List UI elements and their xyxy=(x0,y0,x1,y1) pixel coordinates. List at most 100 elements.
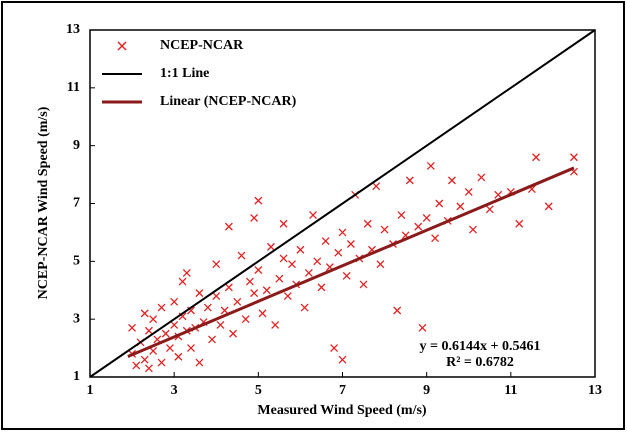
point xyxy=(414,222,423,231)
x-tick-label: 13 xyxy=(588,383,602,398)
point xyxy=(346,240,355,248)
point xyxy=(342,271,351,280)
point xyxy=(544,202,553,211)
point xyxy=(271,320,280,329)
point xyxy=(288,260,296,269)
point xyxy=(376,260,385,269)
point xyxy=(380,225,389,234)
point xyxy=(422,213,431,222)
point xyxy=(144,364,153,373)
point xyxy=(208,335,217,344)
x-tick-label: 9 xyxy=(423,383,430,398)
legend-label: 1:1 Line xyxy=(160,66,209,81)
point xyxy=(359,280,368,289)
x-tick-label: 11 xyxy=(504,383,517,398)
point xyxy=(426,161,435,170)
point xyxy=(170,320,179,329)
point xyxy=(321,237,330,246)
point xyxy=(266,242,275,251)
y-tick-label: 5 xyxy=(73,254,80,269)
point xyxy=(275,274,284,283)
point xyxy=(157,358,166,367)
point xyxy=(216,320,225,329)
point xyxy=(447,176,456,185)
y-tick-label: 11 xyxy=(67,80,80,95)
point xyxy=(229,329,238,338)
point xyxy=(300,303,309,312)
annotation: R² = 0.6782 xyxy=(446,355,514,370)
point xyxy=(157,303,166,312)
point xyxy=(237,251,246,260)
point xyxy=(435,199,444,208)
y-tick-label: 13 xyxy=(66,22,80,37)
point xyxy=(165,344,174,353)
y-tick-label: 1 xyxy=(73,369,80,384)
point xyxy=(128,323,137,332)
point xyxy=(569,153,578,162)
point xyxy=(250,289,259,298)
point xyxy=(161,329,170,338)
legend-swatch xyxy=(117,41,127,51)
point xyxy=(313,257,322,266)
point xyxy=(515,219,524,228)
point xyxy=(195,289,204,298)
point xyxy=(233,297,242,306)
point xyxy=(532,153,541,162)
point xyxy=(149,347,158,355)
point xyxy=(258,309,267,318)
annotation: y = 0.6144x + 0.5461 xyxy=(420,339,541,354)
point xyxy=(405,176,414,185)
point xyxy=(212,260,221,269)
outer-frame xyxy=(1,1,625,430)
point xyxy=(254,196,263,205)
point xyxy=(250,213,259,222)
line-series xyxy=(89,29,596,378)
x-tick-label: 3 xyxy=(171,383,178,398)
point xyxy=(132,361,141,370)
point xyxy=(485,205,494,214)
point xyxy=(140,355,149,364)
x-tick-label: 1 xyxy=(87,383,94,398)
point xyxy=(317,283,326,292)
legend-label: NCEP-NCAR xyxy=(160,38,244,53)
point xyxy=(174,352,183,361)
point xyxy=(330,344,339,353)
y-axis-label: NCEP-NCAR Wind Speed (m/s) xyxy=(36,106,51,299)
point xyxy=(140,309,149,318)
point xyxy=(338,355,347,364)
point xyxy=(203,303,212,312)
point xyxy=(220,306,229,315)
point xyxy=(363,219,372,228)
x-axis-label: Measured Wind Speed (m/s) xyxy=(257,403,427,418)
point xyxy=(224,283,233,292)
point xyxy=(182,268,191,277)
point xyxy=(241,315,250,324)
point xyxy=(279,219,288,228)
point xyxy=(477,173,486,182)
y-tick-label: 3 xyxy=(73,311,80,326)
point xyxy=(187,344,195,353)
point xyxy=(397,211,406,220)
x-tick-label: 5 xyxy=(255,383,262,398)
point xyxy=(178,277,187,286)
point xyxy=(431,234,440,243)
point xyxy=(254,266,263,274)
point xyxy=(144,326,153,335)
point xyxy=(309,211,318,220)
y-tick-label: 9 xyxy=(73,138,80,153)
legend-label: Linear (NCEP-NCAR) xyxy=(160,94,297,109)
point xyxy=(195,358,204,367)
point xyxy=(279,254,288,263)
point xyxy=(296,245,305,254)
point xyxy=(262,286,271,295)
point xyxy=(245,277,254,286)
point xyxy=(372,182,381,191)
point xyxy=(464,187,473,196)
point xyxy=(418,323,427,332)
point xyxy=(393,306,402,315)
point xyxy=(334,248,343,257)
point xyxy=(283,292,292,300)
point xyxy=(338,228,347,237)
point xyxy=(170,297,179,306)
